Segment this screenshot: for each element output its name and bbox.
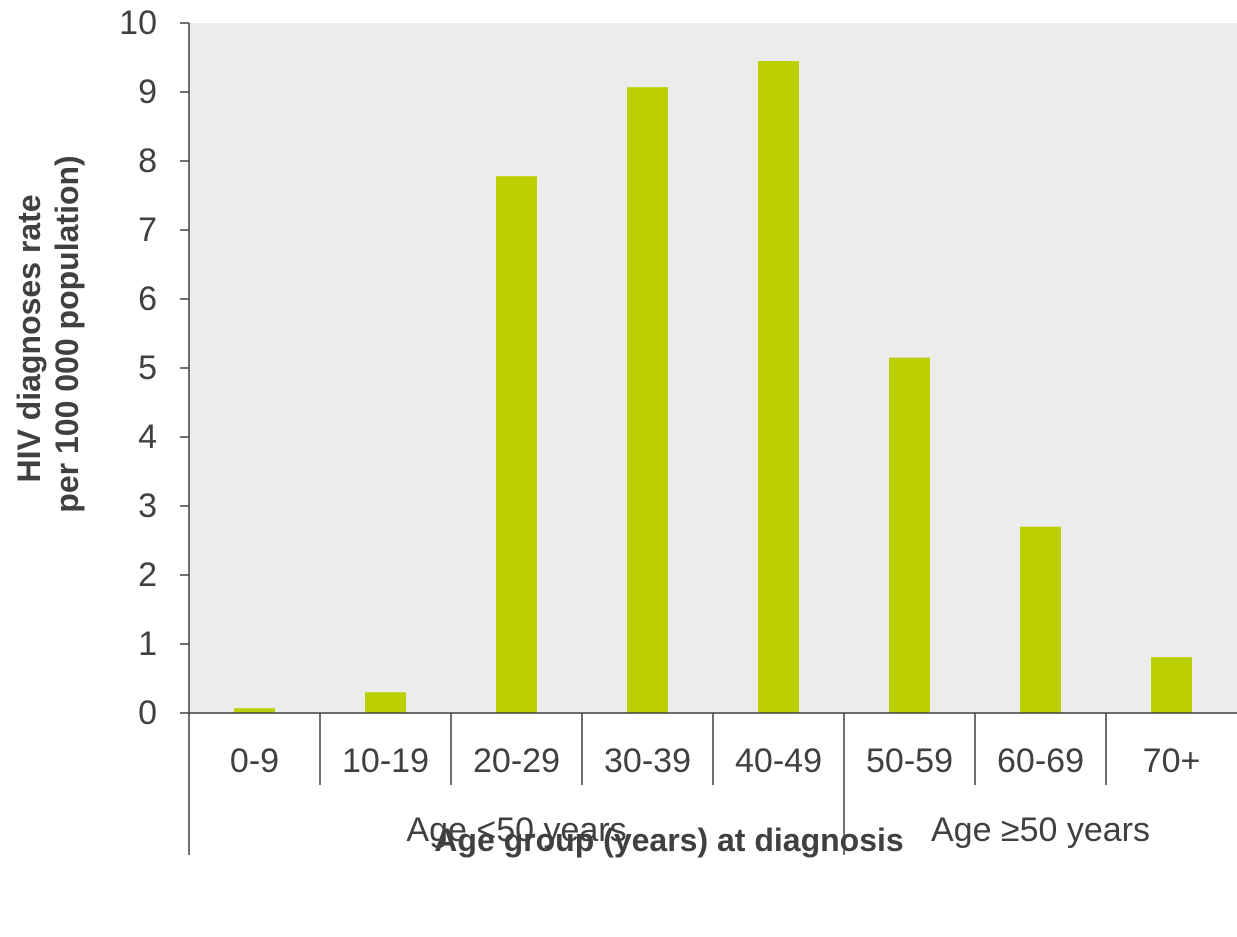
bar-50-59 [889,357,930,713]
x-tick-label: 70+ [1143,742,1201,780]
y-tick-label: 1 [138,625,157,663]
x-tick-label: 40-49 [735,742,822,780]
x-axis-title: Age group (years) at diagnosis [434,822,903,858]
bar-60-69 [1020,526,1061,713]
x-tick-label: 20-29 [473,742,560,780]
y-tick-label: 8 [138,142,157,180]
y-tick-label: 10 [119,4,157,42]
x-group-label: Age ≥50 years [931,811,1150,849]
y-tick-label: 0 [138,694,157,732]
x-tick-label: 30-39 [604,742,691,780]
y-axis-title-line-1: HIV diagnoses rate [11,194,47,482]
y-tick-label: 9 [138,73,157,111]
x-tick-label: 0-9 [230,742,279,780]
bar-0-9 [234,708,275,713]
x-tick-label: 60-69 [997,742,1084,780]
y-axis-title: HIV diagnoses rate per 100 000 populatio… [11,155,85,512]
bar-70+ [1151,657,1192,713]
y-tick-label: 7 [138,211,157,249]
bar-20-29 [496,176,537,713]
bar-40-49 [758,61,799,713]
axes [180,22,1237,855]
x-category-labels: 0-9 10-19 20-29 30-39 40-49 50-59 60-69 70+ [230,742,1200,780]
plot-area [189,23,1237,713]
bars [234,61,1192,713]
y-tick-label: 5 [138,349,157,387]
bar-10-19 [365,692,406,713]
y-tick-label: 2 [138,556,157,594]
y-tick-labels: 0 1 2 3 4 5 6 7 8 9 10 [119,4,157,732]
y-axis-title-line-2: per 100 000 population) [49,155,85,512]
y-tick-label: 6 [138,280,157,318]
x-group-label: Age <50 years [406,811,626,849]
x-tick-label: 50-59 [866,742,953,780]
bar-30-39 [627,87,668,713]
y-tick-label: 4 [138,418,157,456]
x-group-labels: Age <50 years Age ≥50 years [406,811,1150,849]
y-tick-label: 3 [138,487,157,525]
x-tick-label: 10-19 [342,742,429,780]
